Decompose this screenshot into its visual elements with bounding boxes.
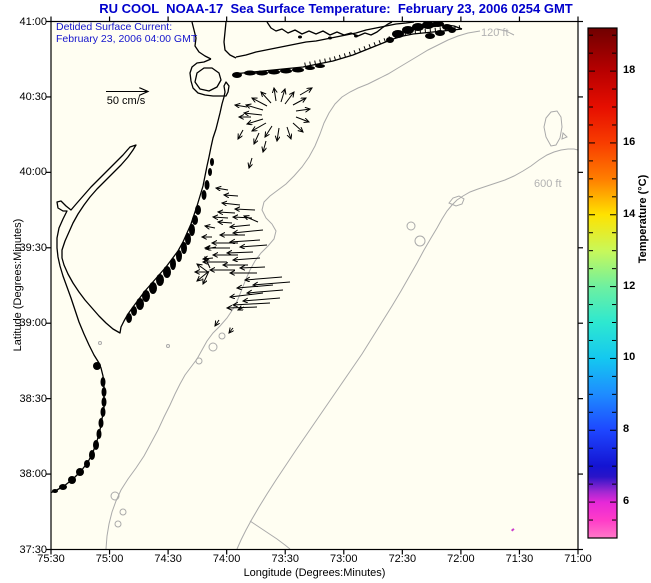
x-tick-label-71:00: 71:00 [564, 553, 592, 565]
y-tick-label-37:30: 37:30 [19, 543, 47, 556]
y-tick-label-38:30: 38:30 [19, 392, 47, 405]
colorbar-tick-label-12: 12 [623, 279, 636, 292]
annotation-line1: Detided Surface Current: [56, 21, 173, 33]
y-tick-label-40:30: 40:30 [19, 90, 47, 103]
x-tick-label-71:30: 71:30 [505, 553, 534, 565]
colorbar-tick-label-14: 14 [623, 207, 636, 220]
x-tick-label-75:30: 75:30 [37, 553, 65, 565]
scale-arrow-label: 50 cm/s [106, 95, 146, 107]
annotation-line2: February 23, 2006 04:00 GMT [56, 32, 198, 45]
y-tick-label-40:00: 40:00 [19, 166, 47, 179]
y-tick-label-41:00: 41:00 [19, 15, 47, 28]
x-tick-label-72:30: 72:30 [388, 553, 417, 565]
colorbar-tick-label-10: 10 [623, 351, 636, 364]
x-tick-label-74:00: 74:00 [212, 553, 241, 565]
x-axis-label: Longitude (Degrees:Minutes) [243, 567, 386, 579]
y-tick-label-39:00: 39:00 [19, 317, 47, 330]
y-tick-label-39:30: 39:30 [19, 241, 47, 254]
y-axis-label: Latitude (Degrees:Minutes) [12, 218, 24, 352]
x-tick-label-73:00: 73:00 [330, 553, 358, 565]
colorbar-tick-label-18: 18 [623, 64, 636, 77]
colorbar-label: Temperature (°C) [637, 174, 649, 264]
colorbar-tick-label-8: 8 [623, 423, 630, 436]
colorbar-tick-label-16: 16 [623, 135, 636, 148]
x-tick-label-75:00: 75:00 [95, 553, 124, 565]
colorbar-tick-label-6: 6 [623, 495, 630, 508]
contour-label-600ft: 600 ft [534, 178, 562, 190]
x-tick-label-73:30: 73:30 [271, 553, 299, 565]
current-annotation: Detided Surface Current: February 23, 200… [56, 21, 198, 45]
contour-label-120ft: 120 ft [481, 27, 509, 39]
figure-title: RU COOL NOAA-17 Sea Surface Temperature:… [99, 1, 573, 16]
x-tick-label-74:30: 74:30 [154, 553, 182, 565]
y-tick-label-38:00: 38:00 [19, 468, 47, 481]
x-tick-label-72:00: 72:00 [447, 553, 475, 565]
